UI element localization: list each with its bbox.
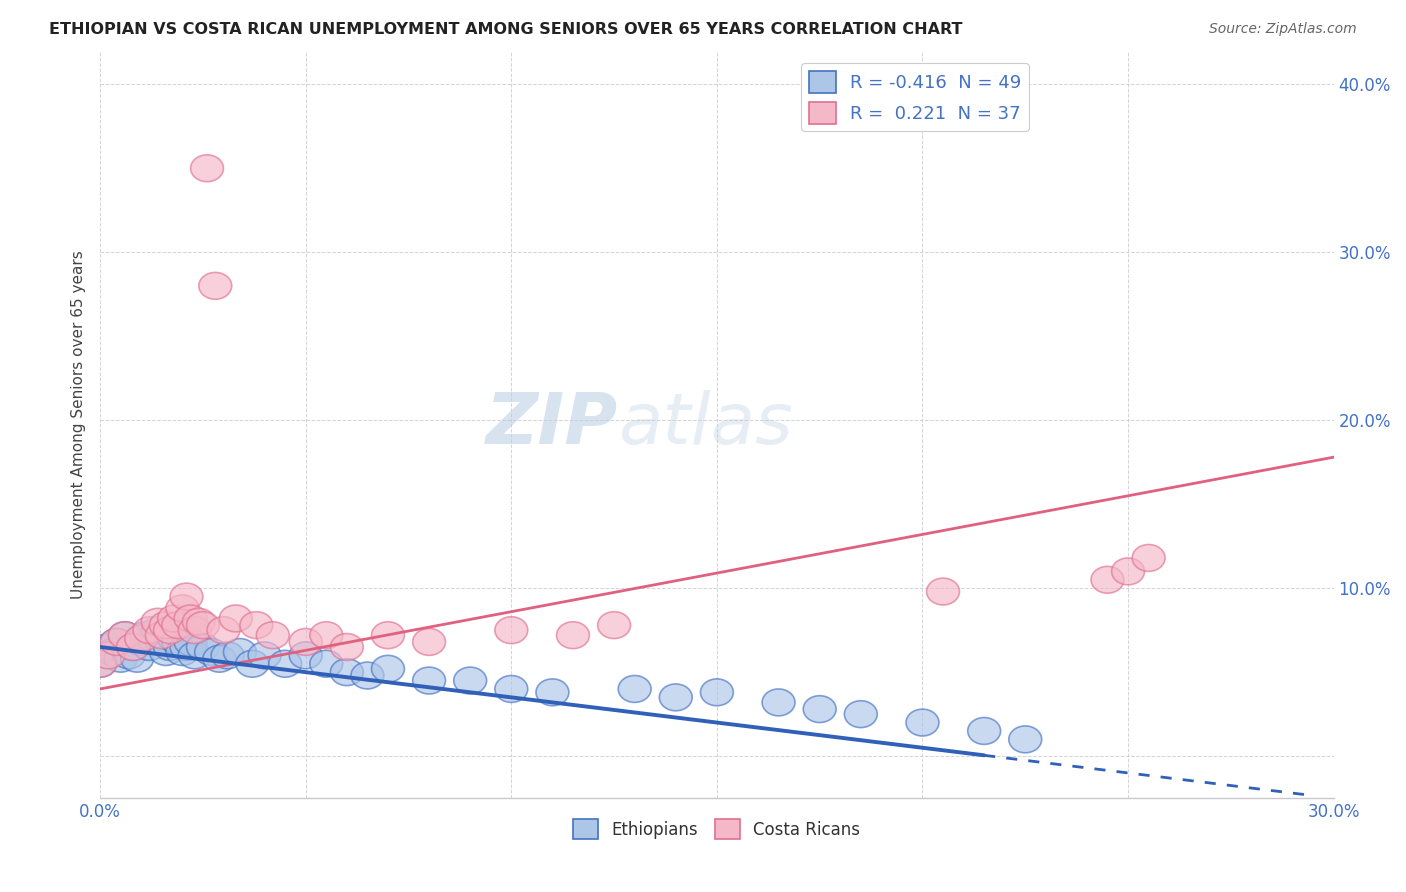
Ellipse shape xyxy=(371,622,405,648)
Ellipse shape xyxy=(198,272,232,300)
Ellipse shape xyxy=(125,629,157,656)
Ellipse shape xyxy=(557,622,589,648)
Ellipse shape xyxy=(117,633,149,660)
Ellipse shape xyxy=(153,616,187,644)
Ellipse shape xyxy=(454,667,486,694)
Ellipse shape xyxy=(117,633,149,660)
Legend: Ethiopians, Costa Ricans: Ethiopians, Costa Ricans xyxy=(567,813,868,846)
Ellipse shape xyxy=(412,667,446,694)
Ellipse shape xyxy=(170,583,202,610)
Ellipse shape xyxy=(104,645,138,673)
Ellipse shape xyxy=(330,658,363,686)
Ellipse shape xyxy=(191,155,224,182)
Text: Source: ZipAtlas.com: Source: ZipAtlas.com xyxy=(1209,22,1357,37)
Ellipse shape xyxy=(145,622,179,648)
Ellipse shape xyxy=(700,679,734,706)
Ellipse shape xyxy=(179,642,211,669)
Ellipse shape xyxy=(1112,558,1144,585)
Ellipse shape xyxy=(845,701,877,728)
Ellipse shape xyxy=(108,622,141,648)
Ellipse shape xyxy=(598,612,630,639)
Ellipse shape xyxy=(121,645,153,673)
Ellipse shape xyxy=(112,642,145,669)
Ellipse shape xyxy=(240,612,273,639)
Ellipse shape xyxy=(96,639,129,665)
Ellipse shape xyxy=(371,656,405,682)
Text: atlas: atlas xyxy=(619,390,793,458)
Ellipse shape xyxy=(194,639,228,665)
Y-axis label: Unemployment Among Seniors over 65 years: Unemployment Among Seniors over 65 years xyxy=(72,250,86,599)
Ellipse shape xyxy=(290,642,322,669)
Ellipse shape xyxy=(149,612,183,639)
Ellipse shape xyxy=(145,629,179,656)
Ellipse shape xyxy=(129,622,162,648)
Ellipse shape xyxy=(207,616,240,644)
Ellipse shape xyxy=(1132,544,1166,572)
Ellipse shape xyxy=(236,650,269,677)
Ellipse shape xyxy=(187,633,219,660)
Ellipse shape xyxy=(84,650,117,677)
Text: ZIP: ZIP xyxy=(486,390,619,458)
Ellipse shape xyxy=(211,642,245,669)
Ellipse shape xyxy=(183,608,215,635)
Ellipse shape xyxy=(290,629,322,656)
Ellipse shape xyxy=(166,595,198,622)
Text: ETHIOPIAN VS COSTA RICAN UNEMPLOYMENT AMONG SENIORS OVER 65 YEARS CORRELATION CH: ETHIOPIAN VS COSTA RICAN UNEMPLOYMENT AM… xyxy=(49,22,963,37)
Ellipse shape xyxy=(412,629,446,656)
Ellipse shape xyxy=(309,650,343,677)
Ellipse shape xyxy=(495,616,527,644)
Ellipse shape xyxy=(495,675,527,702)
Ellipse shape xyxy=(134,616,166,644)
Ellipse shape xyxy=(174,629,207,656)
Ellipse shape xyxy=(762,689,794,716)
Ellipse shape xyxy=(134,633,166,660)
Ellipse shape xyxy=(187,612,219,639)
Ellipse shape xyxy=(84,650,117,677)
Ellipse shape xyxy=(138,625,170,652)
Ellipse shape xyxy=(125,625,157,652)
Ellipse shape xyxy=(179,616,211,644)
Ellipse shape xyxy=(174,605,207,632)
Ellipse shape xyxy=(269,650,302,677)
Ellipse shape xyxy=(153,633,187,660)
Ellipse shape xyxy=(141,616,174,644)
Ellipse shape xyxy=(219,605,252,632)
Ellipse shape xyxy=(1091,566,1123,593)
Ellipse shape xyxy=(330,633,363,660)
Ellipse shape xyxy=(536,679,569,706)
Ellipse shape xyxy=(91,642,125,669)
Ellipse shape xyxy=(619,675,651,702)
Ellipse shape xyxy=(659,684,692,711)
Ellipse shape xyxy=(1010,726,1042,753)
Ellipse shape xyxy=(157,625,191,652)
Ellipse shape xyxy=(224,639,256,665)
Ellipse shape xyxy=(256,622,290,648)
Ellipse shape xyxy=(905,709,939,736)
Ellipse shape xyxy=(157,605,191,632)
Ellipse shape xyxy=(149,639,183,665)
Ellipse shape xyxy=(108,622,141,648)
Ellipse shape xyxy=(166,639,198,665)
Ellipse shape xyxy=(927,578,959,605)
Ellipse shape xyxy=(100,629,134,656)
Ellipse shape xyxy=(309,622,343,648)
Ellipse shape xyxy=(170,633,202,660)
Ellipse shape xyxy=(803,696,837,723)
Ellipse shape xyxy=(202,645,236,673)
Ellipse shape xyxy=(352,662,384,689)
Ellipse shape xyxy=(141,608,174,635)
Ellipse shape xyxy=(162,629,194,656)
Ellipse shape xyxy=(967,717,1001,745)
Ellipse shape xyxy=(247,642,281,669)
Ellipse shape xyxy=(162,612,194,639)
Ellipse shape xyxy=(91,633,125,660)
Ellipse shape xyxy=(100,629,134,656)
